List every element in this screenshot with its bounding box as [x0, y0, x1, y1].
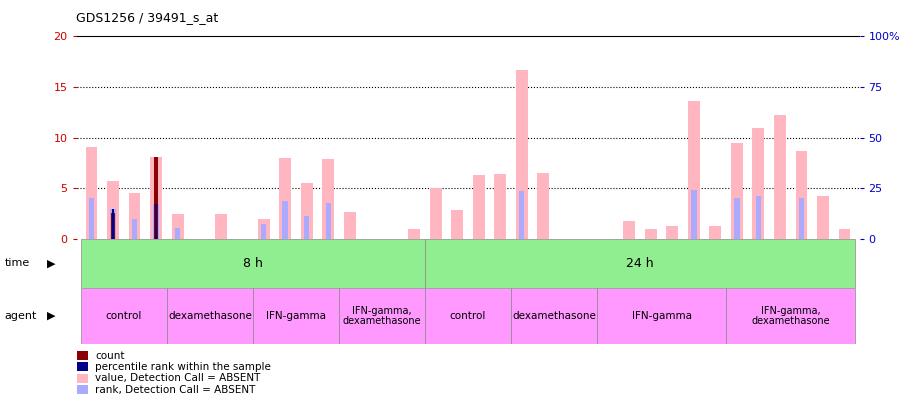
Bar [326, 202, 331, 239]
Text: IFN-gamma,
dexamethasone: IFN-gamma, dexamethasone [752, 305, 830, 326]
Bar [688, 101, 700, 239]
Text: dexamethasone: dexamethasone [512, 311, 596, 321]
Bar [511, 288, 597, 344]
Bar [799, 198, 804, 239]
Bar [597, 288, 726, 344]
Bar [111, 209, 116, 239]
Bar [734, 198, 740, 239]
Bar [494, 174, 506, 239]
Bar [451, 210, 464, 239]
Bar [752, 128, 764, 239]
Bar [691, 190, 697, 239]
Text: IFN-gamma,
dexamethasone: IFN-gamma, dexamethasone [343, 305, 421, 326]
Bar [283, 202, 288, 239]
Bar [624, 221, 635, 239]
Text: agent: agent [4, 311, 37, 321]
Bar [129, 194, 140, 239]
Bar [81, 239, 425, 288]
Bar [86, 147, 97, 239]
Bar [756, 196, 761, 239]
Text: ▶: ▶ [47, 258, 55, 268]
Bar [150, 157, 162, 239]
Bar [81, 288, 166, 344]
Bar [301, 183, 312, 239]
Text: IFN-gamma: IFN-gamma [632, 311, 691, 321]
Bar [166, 288, 253, 344]
Bar [774, 115, 786, 239]
Bar [430, 188, 442, 239]
Text: percentile rank within the sample: percentile rank within the sample [95, 362, 271, 372]
Bar [257, 219, 270, 239]
Bar [89, 198, 94, 239]
Bar [175, 228, 180, 239]
Bar [253, 288, 339, 344]
Bar [132, 219, 137, 239]
Bar [107, 181, 119, 239]
Text: IFN-gamma: IFN-gamma [266, 311, 326, 321]
Text: count: count [95, 350, 125, 360]
Bar [516, 70, 527, 239]
Bar [339, 288, 425, 344]
Bar [304, 216, 310, 239]
Bar [172, 214, 184, 239]
Bar [344, 211, 356, 239]
Bar [666, 226, 679, 239]
Bar [156, 204, 157, 239]
Bar [425, 239, 855, 288]
Bar [645, 229, 657, 239]
Text: 24 h: 24 h [626, 257, 654, 270]
Bar [709, 226, 721, 239]
Bar [817, 196, 829, 239]
Bar [731, 143, 742, 239]
Bar [519, 192, 525, 239]
Bar [279, 158, 291, 239]
Bar [261, 224, 266, 239]
Text: control: control [450, 311, 486, 321]
Text: ▶: ▶ [47, 311, 55, 321]
Bar [472, 175, 485, 239]
Text: dexamethasone: dexamethasone [168, 311, 252, 321]
Text: time: time [4, 258, 30, 268]
Bar [215, 214, 227, 239]
Bar [409, 229, 420, 239]
Text: GDS1256 / 39491_s_at: GDS1256 / 39491_s_at [76, 11, 219, 24]
Text: value, Detection Call = ABSENT: value, Detection Call = ABSENT [95, 373, 261, 383]
Bar [153, 204, 158, 239]
Text: control: control [105, 311, 142, 321]
Bar [537, 173, 549, 239]
Text: 8 h: 8 h [243, 257, 263, 270]
Bar [112, 209, 114, 239]
Bar [425, 288, 511, 344]
Text: rank, Detection Call = ABSENT: rank, Detection Call = ABSENT [95, 384, 256, 394]
Bar [839, 229, 850, 239]
Bar [796, 151, 807, 239]
Bar [726, 288, 855, 344]
Bar [155, 157, 157, 239]
Bar [112, 213, 114, 239]
Bar [322, 159, 334, 239]
